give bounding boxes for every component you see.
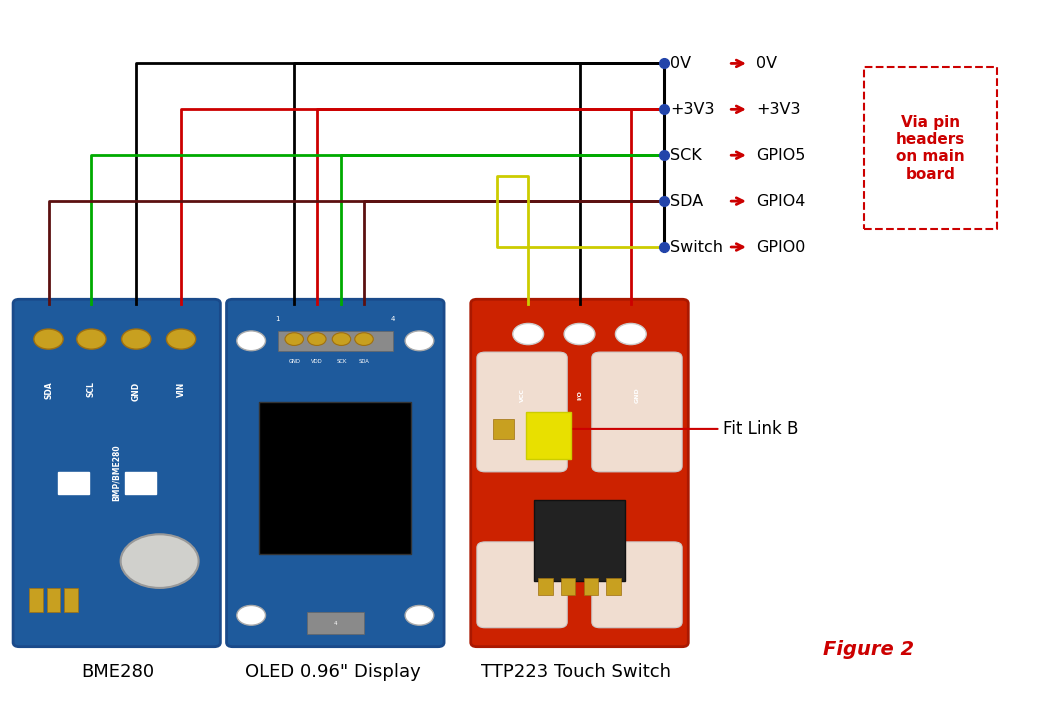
Text: SCK: SCK	[336, 359, 346, 364]
Text: GPIO0: GPIO0	[756, 240, 805, 255]
Bar	[583, 578, 598, 595]
Bar	[47, 588, 60, 612]
Circle shape	[513, 323, 544, 345]
FancyBboxPatch shape	[477, 542, 567, 628]
Bar	[29, 588, 43, 612]
Bar	[58, 472, 89, 494]
Text: Fit Link B: Fit Link B	[556, 420, 799, 438]
Text: VCC: VCC	[520, 388, 524, 402]
Text: SDA: SDA	[44, 382, 53, 399]
Circle shape	[237, 606, 265, 625]
Text: GPIO5: GPIO5	[756, 148, 805, 163]
Circle shape	[355, 333, 373, 346]
Text: SDA: SDA	[359, 359, 369, 364]
Bar	[526, 412, 571, 459]
Text: Figure 2: Figure 2	[824, 640, 914, 659]
Bar	[278, 330, 393, 351]
Text: Via pin
headers
on main
board: Via pin headers on main board	[895, 114, 965, 181]
Circle shape	[285, 333, 304, 346]
Text: GND: GND	[132, 382, 140, 400]
Text: +3V3: +3V3	[756, 102, 801, 117]
Text: GND: GND	[634, 387, 640, 403]
Bar	[64, 588, 78, 612]
Text: 0V: 0V	[756, 56, 777, 71]
Text: TTP223 Touch Switch: TTP223 Touch Switch	[482, 663, 672, 681]
Circle shape	[405, 606, 434, 625]
Circle shape	[121, 534, 199, 588]
Circle shape	[405, 331, 434, 351]
Circle shape	[616, 323, 646, 345]
Text: 4: 4	[334, 621, 337, 626]
Text: 0V: 0V	[670, 56, 691, 71]
Text: VIN: VIN	[177, 382, 185, 397]
Bar	[259, 402, 411, 554]
FancyBboxPatch shape	[471, 300, 688, 647]
Text: GPIO4: GPIO4	[756, 194, 805, 209]
FancyBboxPatch shape	[227, 300, 444, 647]
Text: BME280: BME280	[81, 663, 154, 681]
Circle shape	[332, 333, 350, 346]
Text: SCK: SCK	[670, 148, 702, 163]
Circle shape	[564, 323, 595, 345]
FancyBboxPatch shape	[477, 352, 567, 472]
Text: GND: GND	[288, 359, 301, 364]
Circle shape	[77, 329, 106, 349]
Bar	[493, 419, 514, 439]
Bar	[125, 472, 156, 494]
Bar	[307, 612, 364, 634]
Text: 1: 1	[276, 316, 280, 322]
Bar	[561, 578, 575, 595]
Bar	[539, 578, 553, 595]
Circle shape	[237, 331, 265, 351]
Text: +3V3: +3V3	[670, 102, 714, 117]
Text: BMP/BME280: BMP/BME280	[112, 445, 122, 501]
Text: VDD: VDD	[311, 359, 322, 364]
Circle shape	[34, 329, 63, 349]
Text: 4: 4	[391, 316, 395, 322]
Bar	[535, 500, 625, 582]
FancyBboxPatch shape	[592, 542, 682, 628]
Bar	[606, 578, 621, 595]
Circle shape	[166, 329, 196, 349]
Circle shape	[308, 333, 327, 346]
Text: Switch: Switch	[670, 240, 723, 255]
FancyBboxPatch shape	[14, 300, 220, 647]
Text: I/O: I/O	[577, 390, 582, 400]
Text: OLED 0.96" Display: OLED 0.96" Display	[245, 663, 421, 681]
FancyBboxPatch shape	[592, 352, 682, 472]
Text: SDA: SDA	[670, 194, 703, 209]
Text: SCL: SCL	[87, 382, 96, 397]
Circle shape	[122, 329, 151, 349]
